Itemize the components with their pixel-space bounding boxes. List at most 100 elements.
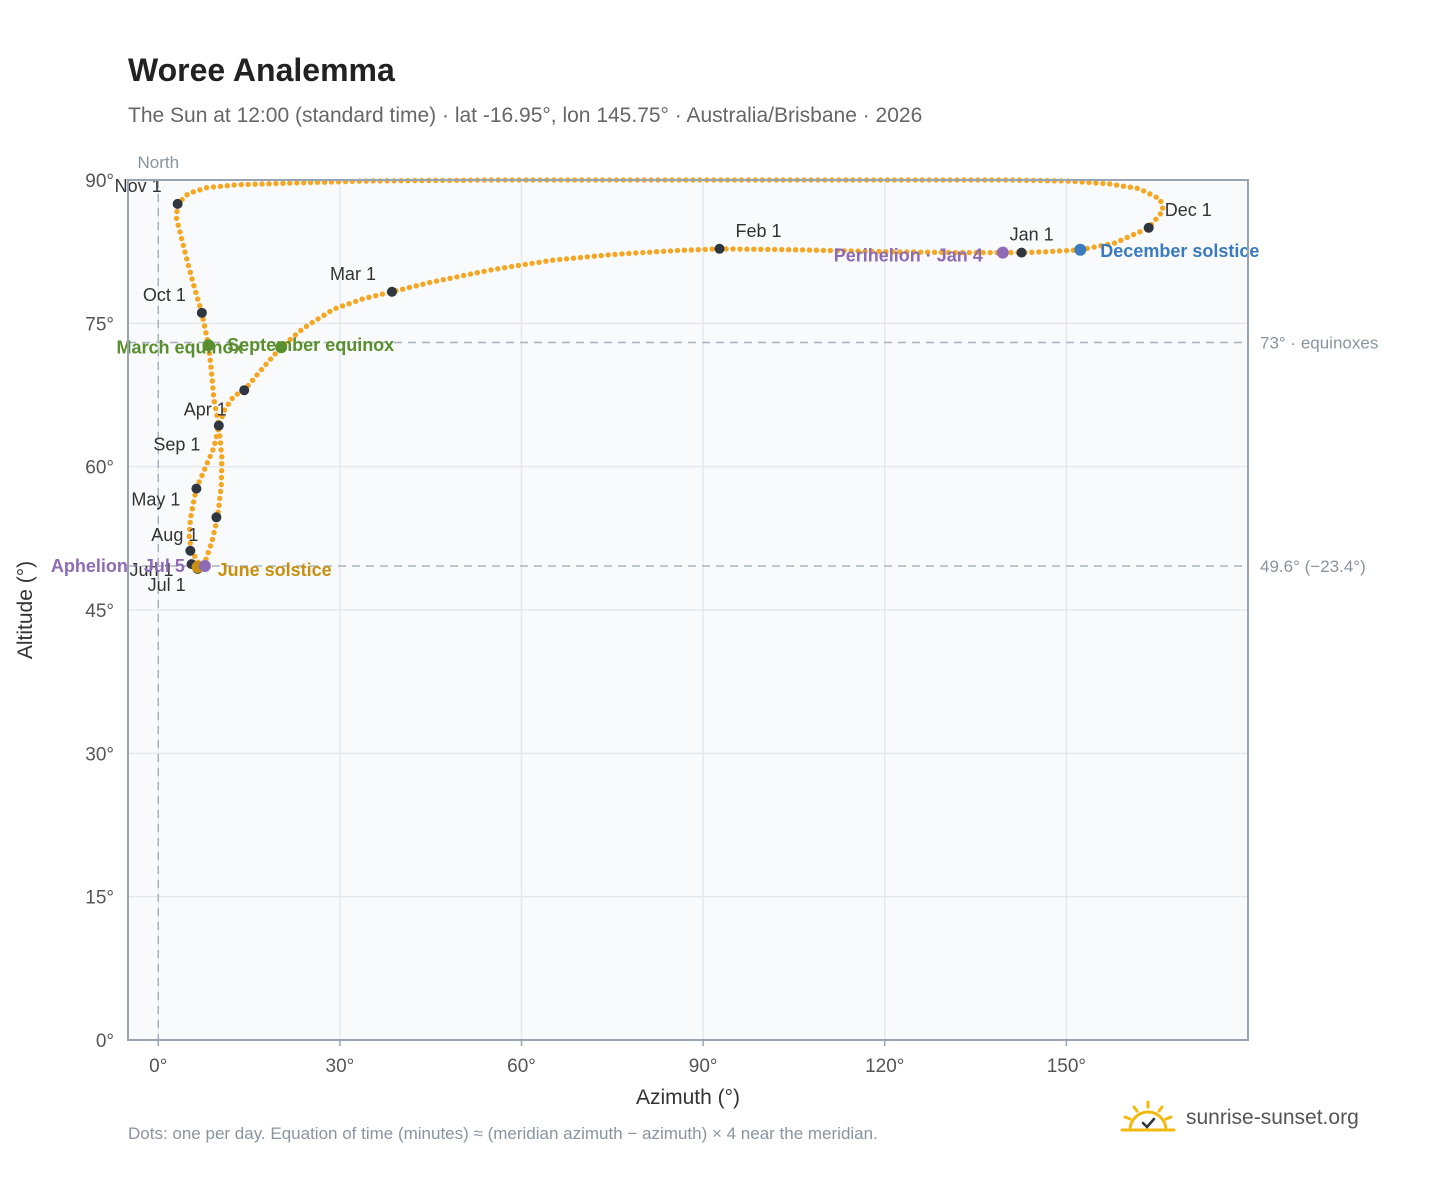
daily-dot (488, 267, 494, 273)
daily-dot (218, 481, 224, 488)
daily-dot (258, 366, 265, 373)
month-marker (1143, 222, 1154, 233)
daily-dot (217, 183, 224, 189)
daily-dot (238, 181, 244, 188)
chart-title: Woree Analemma (128, 52, 395, 88)
y-tick-label: 15° (85, 888, 114, 909)
daily-dot (207, 357, 213, 363)
daily-dot (214, 412, 220, 419)
daily-dot (294, 180, 300, 186)
daily-dot (231, 182, 237, 188)
daily-dot (1140, 188, 1147, 194)
daily-dot (186, 533, 192, 539)
month-label: Jul 1 (148, 575, 186, 595)
reference-lines: 73° · equinoxes 49.6° (−23.4°) (128, 333, 1378, 576)
daily-dot (570, 255, 577, 261)
event-label: Aphelion · Jul 5 (51, 556, 185, 576)
daily-dot (206, 350, 213, 356)
daily-dot (563, 256, 570, 262)
daily-dot (366, 294, 372, 300)
daily-dot (173, 215, 180, 222)
event-marker (996, 246, 1009, 259)
daily-dot (217, 440, 224, 446)
daily-dot (695, 247, 701, 253)
brand[interactable]: sunrise-sunset.org (1120, 1100, 1359, 1136)
daily-dot (730, 246, 736, 252)
y-tick-label: 75° (85, 314, 114, 335)
y-tick-label: 45° (85, 601, 114, 622)
daily-dot (210, 184, 217, 190)
daily-dot (1107, 181, 1113, 187)
daily-dot (321, 312, 327, 318)
daily-dot (660, 248, 667, 254)
month-label: May 1 (131, 489, 180, 509)
daily-dot (966, 249, 972, 256)
daily-dot (626, 250, 632, 257)
daily-dot (502, 265, 508, 271)
daily-dot (273, 180, 279, 187)
daily-dot (772, 246, 778, 253)
daily-dot (980, 249, 986, 256)
axes: 0° 30° 60° 90° 120° 150° 0° 15° 30° 45° 60° 75° 90° A… (14, 171, 1086, 1109)
daily-dot (1157, 211, 1164, 217)
daily-dot (904, 249, 910, 255)
event-label: September equinox (227, 335, 394, 355)
daily-dot (207, 543, 214, 549)
daily-dot (862, 248, 868, 254)
daily-dot (287, 180, 293, 186)
daily-dot (454, 274, 460, 280)
daily-dot (207, 453, 213, 460)
daily-dot (744, 246, 750, 252)
daily-dot (301, 180, 307, 186)
daily-dot (869, 248, 875, 255)
x-tick-label: 30° (326, 1056, 355, 1077)
daily-dot (229, 395, 235, 402)
event-label: June solstice (218, 560, 332, 580)
daily-dot (192, 492, 198, 498)
daily-dot (187, 540, 193, 546)
daily-dot (550, 257, 556, 263)
x-tick-label: 90° (689, 1056, 718, 1077)
daily-dot (536, 259, 542, 265)
daily-dot (252, 181, 258, 187)
daily-dot (1056, 248, 1063, 254)
reference-line-label: 49.6° (−23.4°) (1260, 557, 1366, 576)
daily-dot (195, 296, 201, 302)
daily-dot (187, 519, 193, 526)
daily-dot (758, 246, 764, 252)
daily-dot (217, 495, 223, 502)
daily-dot (1043, 249, 1049, 255)
daily-dot (174, 208, 180, 215)
event-label: Perihelion · Jan 4 (834, 246, 983, 266)
daily-dot (591, 253, 597, 259)
daily-dot (218, 447, 224, 453)
daily-dot (973, 249, 979, 256)
daily-dot (298, 327, 304, 334)
daily-dot (203, 185, 210, 191)
daily-dot (855, 248, 861, 254)
daily-dot (346, 301, 352, 307)
daily-dot (263, 361, 269, 367)
daily-dot (765, 246, 771, 253)
daily-dot (266, 181, 272, 187)
daily-dot (259, 181, 265, 187)
daily-dot (709, 246, 715, 252)
daily-dot (792, 247, 799, 253)
month-marker (386, 286, 397, 297)
daily-dot (612, 251, 618, 258)
daily-dot (557, 256, 563, 263)
daily-dot (1120, 183, 1127, 189)
daily-dot (189, 506, 195, 512)
event-label: March equinox (117, 337, 244, 357)
daily-dot (309, 319, 315, 326)
brand-link[interactable]: sunrise-sunset.org (1186, 1106, 1359, 1129)
daily-dot (1098, 243, 1104, 249)
daily-dot (508, 263, 515, 270)
chart-subtitle: The Sun at 12:00 (standard time) · lat -… (128, 104, 923, 127)
daily-dot (218, 468, 225, 474)
daily-dot (292, 332, 299, 338)
daily-dot (737, 246, 743, 252)
